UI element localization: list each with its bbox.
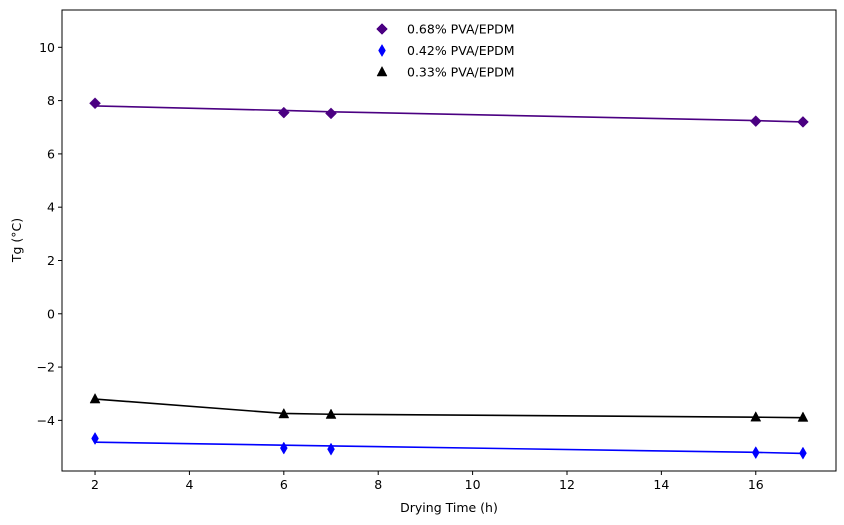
data-point-diamond: [749, 115, 762, 127]
axes-layer: [61, 9, 837, 472]
legend-label: 0.42% PVA/EPDM: [407, 43, 515, 58]
x-tick-label: 10: [465, 477, 481, 492]
x-axis-label: Drying Time (h): [400, 500, 498, 515]
data-point-triangle: [750, 411, 762, 422]
series-1: [89, 97, 809, 128]
legend-marker: [378, 44, 386, 57]
x-tick-label: 14: [653, 477, 669, 492]
series-layer: [89, 97, 809, 460]
y-tick-label: 10: [39, 40, 55, 55]
y-tick-label: 8: [47, 93, 55, 108]
x-axis-ticks: 2 4 6 8 10 12 14 16: [91, 471, 764, 492]
x-tick-label: 4: [185, 477, 193, 492]
y-tick-label: −4: [37, 413, 55, 428]
y-tick-label: −2: [37, 360, 55, 375]
y-tick-label: 2: [47, 253, 55, 268]
y-axis-ticks: −4 −2 0 2 4 6 8 10: [37, 40, 62, 428]
data-point-diamond: [797, 116, 809, 128]
y-tick-label: 0: [47, 306, 55, 321]
data-point-thin_diamond: [799, 446, 807, 460]
data-point-thin_diamond: [91, 431, 99, 445]
x-tick-label: 6: [280, 477, 288, 492]
x-tick-label: 2: [91, 477, 99, 492]
data-point-thin_diamond: [327, 442, 335, 456]
legend-label: 0.68% PVA/EPDM: [407, 22, 515, 37]
data-point-diamond: [277, 106, 290, 119]
legend-label: 0.33% PVA/EPDM: [407, 65, 515, 80]
series-3: [89, 393, 809, 422]
data-point-thin_diamond: [751, 446, 760, 460]
data-point-triangle: [278, 407, 290, 419]
x-tick-label: 16: [748, 477, 764, 492]
plot-frame: [61, 9, 837, 472]
series-2: [91, 431, 807, 460]
plot-area: [62, 10, 836, 471]
y-axis-label: Tg (°C): [9, 218, 24, 263]
data-point-diamond: [89, 97, 101, 110]
data-point-triangle: [325, 408, 337, 419]
legend-marker: [376, 23, 388, 35]
legend-marker: [376, 65, 388, 77]
y-tick-label: 6: [47, 146, 55, 161]
data-point-diamond: [325, 107, 337, 120]
x-tick-label: 12: [559, 477, 575, 492]
data-point-thin_diamond: [280, 441, 288, 455]
y-tick-label: 4: [47, 200, 55, 215]
data-point-triangle: [89, 393, 101, 404]
x-tick-label: 8: [374, 477, 382, 492]
legend: 0.68% PVA/EPDM 0.42% PVA/EPDM 0.33% PVA/EP…: [376, 22, 515, 80]
data-point-triangle: [797, 411, 809, 422]
